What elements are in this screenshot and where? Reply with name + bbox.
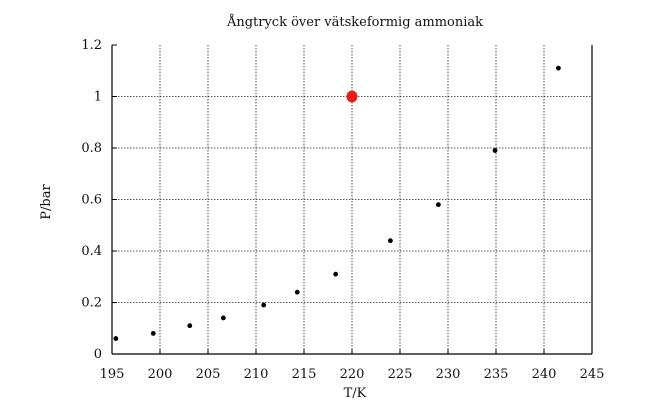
data-point xyxy=(150,331,156,336)
x-tick-label: 230 xyxy=(436,367,461,382)
chart-title: Ångtryck över vätskeformig ammoniak xyxy=(226,14,483,30)
data-point xyxy=(436,202,441,208)
data-point xyxy=(492,148,498,153)
y-tick-label: 0.2 xyxy=(81,296,102,311)
data-point xyxy=(220,315,226,321)
data-point xyxy=(333,271,339,277)
data-point xyxy=(556,65,561,71)
x-tick-label: 195 xyxy=(100,367,125,382)
x-tick-label: 225 xyxy=(388,367,413,382)
data-point xyxy=(388,238,393,244)
y-tick-label: 0.4 xyxy=(81,244,102,259)
data-point xyxy=(187,323,193,329)
y-tick-label: 0.8 xyxy=(81,141,102,156)
highlighted-data-point xyxy=(346,90,358,103)
x-tick-label: 205 xyxy=(196,367,221,382)
y-tick-label: 0.6 xyxy=(81,193,102,208)
y-tick-label: 1.2 xyxy=(81,38,102,53)
x-tick-label: 215 xyxy=(292,367,317,382)
y-tick-label: 0 xyxy=(94,347,102,362)
y-axis-label: P/bar xyxy=(39,184,54,220)
x-tick-label: 210 xyxy=(244,367,269,382)
y-tick-label: 1 xyxy=(94,90,102,105)
x-axis-ticks: 195 200 205 210 215 220 225 230 235 240 245 xyxy=(100,349,605,382)
data-point xyxy=(113,336,119,341)
data-point xyxy=(294,289,300,295)
x-tick-label: 200 xyxy=(148,367,173,382)
x-tick-label: 240 xyxy=(532,367,557,382)
x-axis-label: T/K xyxy=(344,386,367,401)
y-axis-ticks: 0 0.2 0.4 0.6 0.8 1 1.2 xyxy=(81,38,117,362)
data-points xyxy=(113,65,561,341)
x-tick-label: 220 xyxy=(340,367,365,382)
data-point xyxy=(261,302,267,308)
x-tick-label: 235 xyxy=(484,367,509,382)
x-tick-label: 245 xyxy=(580,367,605,382)
